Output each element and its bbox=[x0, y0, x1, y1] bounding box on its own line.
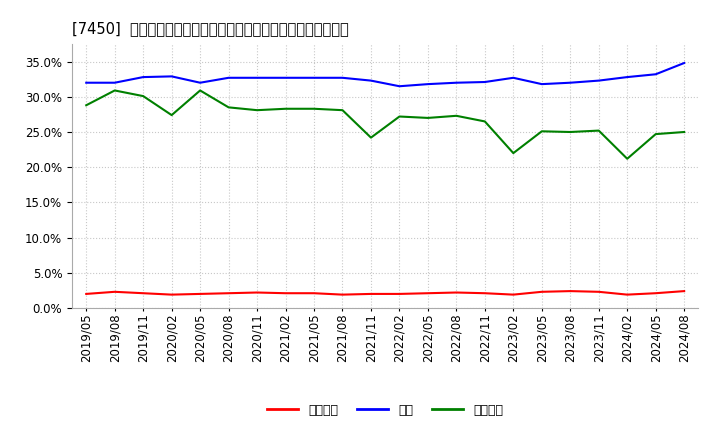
在庫 bbox=[310, 75, 318, 81]
在庫 bbox=[366, 78, 375, 83]
買入債務 bbox=[452, 113, 461, 118]
買入債務 bbox=[225, 105, 233, 110]
売上債権 bbox=[110, 289, 119, 294]
売上債権 bbox=[423, 290, 432, 296]
Line: 買入債務: 買入債務 bbox=[86, 91, 684, 159]
在庫 bbox=[623, 74, 631, 80]
Text: [7450]  売上債権、在庫、買入債務の総資産に対する比率の推移: [7450] 売上債権、在庫、買入債務の総資産に対する比率の推移 bbox=[72, 21, 348, 36]
売上債権 bbox=[595, 289, 603, 294]
在庫 bbox=[566, 80, 575, 85]
売上債権 bbox=[452, 290, 461, 295]
売上債権 bbox=[566, 289, 575, 294]
在庫 bbox=[139, 74, 148, 80]
売上債権 bbox=[537, 289, 546, 294]
買入債務 bbox=[282, 106, 290, 111]
在庫 bbox=[680, 60, 688, 66]
売上債権 bbox=[395, 291, 404, 297]
買入債務 bbox=[338, 107, 347, 113]
在庫 bbox=[253, 75, 261, 81]
売上債権 bbox=[282, 290, 290, 296]
在庫 bbox=[509, 75, 518, 81]
在庫 bbox=[652, 72, 660, 77]
売上債権 bbox=[310, 290, 318, 296]
売上債権 bbox=[225, 290, 233, 296]
買入債務 bbox=[623, 156, 631, 161]
買入債務 bbox=[167, 113, 176, 118]
買入債務 bbox=[537, 128, 546, 134]
在庫 bbox=[82, 80, 91, 85]
Line: 売上債権: 売上債権 bbox=[86, 291, 684, 295]
売上債権 bbox=[82, 291, 91, 297]
Legend: 売上債権, 在庫, 買入債務: 売上債権, 在庫, 買入債務 bbox=[262, 399, 508, 422]
在庫 bbox=[452, 80, 461, 85]
買入債務 bbox=[366, 135, 375, 140]
売上債権 bbox=[139, 290, 148, 296]
買入債務 bbox=[310, 106, 318, 111]
買入債務 bbox=[480, 119, 489, 124]
買入債務 bbox=[423, 115, 432, 121]
売上債権 bbox=[366, 291, 375, 297]
在庫 bbox=[395, 84, 404, 89]
Line: 在庫: 在庫 bbox=[86, 63, 684, 86]
買入債務 bbox=[196, 88, 204, 93]
在庫 bbox=[225, 75, 233, 81]
在庫 bbox=[282, 75, 290, 81]
売上債権 bbox=[652, 290, 660, 296]
買入債務 bbox=[509, 150, 518, 156]
在庫 bbox=[595, 78, 603, 83]
在庫 bbox=[537, 81, 546, 87]
売上債権 bbox=[509, 292, 518, 297]
買入債務 bbox=[680, 129, 688, 135]
売上債権 bbox=[338, 292, 347, 297]
在庫 bbox=[480, 79, 489, 84]
買入債務 bbox=[566, 129, 575, 135]
買入債務 bbox=[139, 93, 148, 99]
買入債務 bbox=[110, 88, 119, 93]
買入債務 bbox=[395, 114, 404, 119]
在庫 bbox=[196, 80, 204, 85]
売上債権 bbox=[680, 289, 688, 294]
買入債務 bbox=[253, 107, 261, 113]
在庫 bbox=[110, 80, 119, 85]
売上債権 bbox=[623, 292, 631, 297]
在庫 bbox=[167, 74, 176, 79]
買入債務 bbox=[82, 103, 91, 108]
在庫 bbox=[423, 81, 432, 87]
売上債権 bbox=[480, 290, 489, 296]
買入債務 bbox=[595, 128, 603, 133]
買入債務 bbox=[652, 132, 660, 137]
売上債権 bbox=[253, 290, 261, 295]
売上債権 bbox=[196, 291, 204, 297]
在庫 bbox=[338, 75, 347, 81]
売上債権 bbox=[167, 292, 176, 297]
